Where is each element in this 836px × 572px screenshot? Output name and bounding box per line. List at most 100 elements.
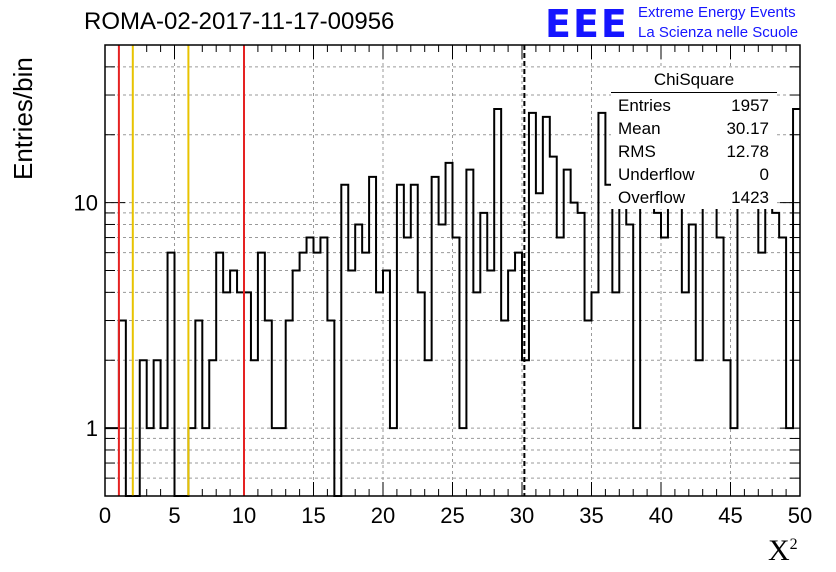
stats-label: Underflow bbox=[618, 165, 695, 184]
histogram-bin bbox=[786, 428, 793, 496]
stats-row-entries: Entries 1957 bbox=[611, 94, 777, 117]
logo-subtitle-1: Extreme Energy Events bbox=[638, 4, 796, 21]
histogram-bin bbox=[689, 224, 696, 496]
histogram-bin bbox=[578, 213, 585, 496]
histogram-bin bbox=[758, 253, 765, 496]
histogram-bin bbox=[515, 253, 522, 496]
stats-label: Overflow bbox=[618, 188, 686, 207]
histogram-bin bbox=[140, 360, 147, 496]
histogram-bin bbox=[355, 224, 362, 496]
stats-value: 12.78 bbox=[726, 142, 769, 161]
histogram-bin bbox=[494, 109, 501, 496]
histogram-bin bbox=[605, 185, 612, 496]
histogram-bin bbox=[230, 271, 237, 497]
histogram-bin bbox=[466, 170, 473, 496]
histogram-bin bbox=[195, 321, 202, 496]
histogram-bin bbox=[598, 113, 605, 496]
histogram-bin bbox=[654, 213, 661, 496]
histogram-bin bbox=[675, 193, 682, 496]
histogram-bin bbox=[411, 185, 418, 496]
histogram-bin bbox=[119, 321, 126, 496]
stats-value: 1423 bbox=[731, 188, 769, 207]
histogram-bin bbox=[147, 428, 154, 496]
histogram-bin bbox=[543, 117, 550, 496]
histogram-bin bbox=[202, 428, 209, 496]
histogram-bin bbox=[348, 271, 355, 497]
histogram-bin bbox=[209, 360, 216, 496]
histogram-title: ROMA-02-2017-11-17-00956 bbox=[84, 8, 395, 35]
histogram-bin bbox=[105, 428, 112, 496]
histogram-bin bbox=[383, 271, 390, 497]
histogram-bin bbox=[731, 428, 738, 496]
histogram-bin bbox=[237, 292, 244, 496]
histogram-bin bbox=[710, 193, 717, 496]
histogram-bin bbox=[501, 321, 508, 496]
histogram-bin bbox=[717, 238, 724, 496]
histogram-bin bbox=[522, 360, 529, 496]
histogram-bin bbox=[244, 292, 251, 496]
histogram-bin bbox=[668, 203, 675, 496]
histogram-outline bbox=[105, 108, 800, 497]
histogram-bin bbox=[272, 428, 279, 496]
histogram-bin bbox=[459, 428, 466, 496]
histogram-bin bbox=[696, 360, 703, 496]
histogram-bin bbox=[508, 271, 515, 497]
stats-label: Mean bbox=[618, 119, 661, 138]
x-tick-label: 5 bbox=[168, 503, 180, 528]
histogram-bin bbox=[487, 271, 494, 497]
histogram-bin bbox=[320, 238, 327, 496]
histogram-bin bbox=[168, 253, 175, 496]
histogram-bin bbox=[453, 238, 460, 496]
histogram-bin bbox=[744, 177, 751, 496]
histogram-bin bbox=[188, 428, 195, 496]
stats-row-mean: Mean 30.17 bbox=[611, 117, 777, 140]
histogram-bin bbox=[223, 292, 230, 496]
stats-label: Entries bbox=[618, 96, 671, 115]
histogram-bin bbox=[626, 224, 633, 496]
histogram-bin bbox=[612, 292, 619, 496]
histogram-bin bbox=[779, 238, 786, 496]
stats-value: 1957 bbox=[731, 96, 769, 115]
stats-title: ChiSquare bbox=[611, 68, 777, 93]
stats-value: 0 bbox=[759, 165, 769, 184]
histogram-bin bbox=[279, 428, 286, 496]
histogram-bin bbox=[661, 238, 668, 496]
histogram-bin bbox=[397, 185, 404, 496]
histogram-bin bbox=[446, 163, 453, 496]
x-tick-label: 30 bbox=[510, 503, 534, 528]
histogram-bin bbox=[154, 360, 161, 496]
histogram-bin bbox=[258, 253, 265, 496]
y-axis-label: Entries/bin bbox=[8, 57, 38, 180]
y-tick-label: 1 bbox=[86, 416, 98, 441]
histogram-bin bbox=[161, 428, 168, 496]
histogram-bin bbox=[585, 321, 592, 496]
histogram-bin bbox=[286, 321, 293, 496]
x-tick-label: 40 bbox=[649, 503, 673, 528]
x-tick-label: 45 bbox=[718, 503, 742, 528]
x-axis-label: X2 bbox=[768, 534, 798, 567]
histogram-bin bbox=[376, 292, 383, 496]
histogram-bin bbox=[772, 213, 779, 496]
stats-value: 30.17 bbox=[726, 119, 769, 138]
histogram-bin bbox=[529, 113, 536, 496]
histogram-bin bbox=[300, 253, 307, 496]
histogram-bin bbox=[307, 238, 314, 496]
histogram-bin bbox=[550, 157, 557, 496]
histogram-bin bbox=[571, 203, 578, 496]
logo-subtitle-2: La Scienza nelle Scuole bbox=[638, 24, 799, 41]
histogram-bin bbox=[473, 292, 480, 496]
histogram-bin bbox=[425, 360, 432, 496]
x-tick-label: 0 bbox=[99, 503, 111, 528]
x-tick-label: 10 bbox=[232, 503, 256, 528]
histogram-bin bbox=[633, 428, 640, 496]
histogram-bin bbox=[793, 109, 800, 496]
histogram-bin bbox=[480, 213, 487, 496]
histogram-bin bbox=[341, 185, 348, 496]
stats-row-underflow: Underflow 0 bbox=[611, 163, 777, 186]
histogram-bin bbox=[557, 238, 564, 496]
histogram-bin bbox=[369, 177, 376, 496]
histogram-bin bbox=[314, 253, 321, 496]
y-tick-label: 10 bbox=[74, 191, 98, 216]
histogram-bin bbox=[293, 271, 300, 497]
